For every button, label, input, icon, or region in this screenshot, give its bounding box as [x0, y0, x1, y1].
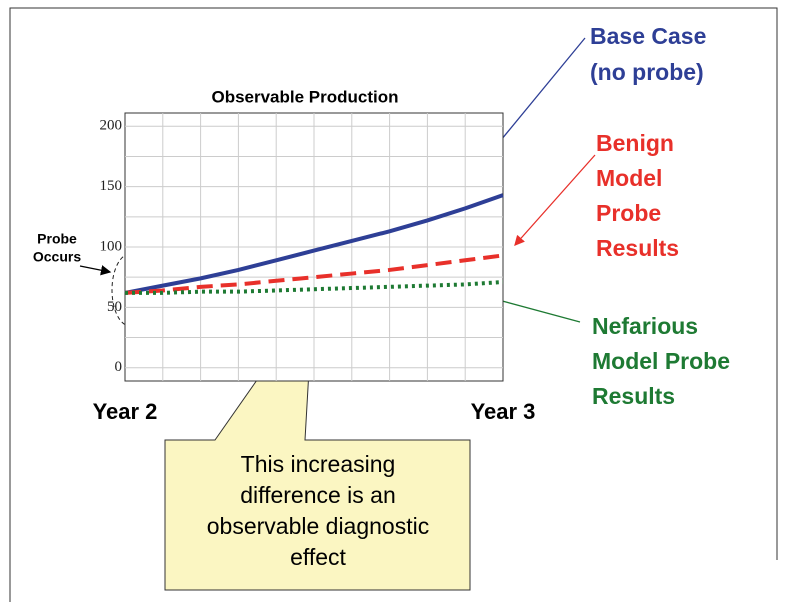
- series-line: [124, 253, 504, 295]
- arrow: [79, 265, 112, 276]
- y-tick-label: 200: [100, 118, 123, 134]
- series-label: Benign: [596, 130, 674, 156]
- x-tick-label: Year 2: [93, 399, 158, 424]
- series-line: [124, 193, 504, 295]
- series-label: Results: [596, 235, 679, 261]
- y-tick-label: 0: [115, 359, 123, 375]
- arrow: [514, 154, 596, 246]
- y-tick-label: 150: [100, 178, 123, 194]
- callout-text: This increasing: [241, 451, 396, 477]
- callout-text: difference is an: [240, 482, 396, 508]
- x-tick-label: Year 3: [471, 399, 536, 424]
- y-tick-label: 50: [107, 299, 122, 315]
- callout-text: effect: [290, 544, 346, 570]
- series-label: Model Probe: [592, 348, 730, 374]
- series-label: Nefarious: [592, 313, 698, 339]
- series-label: Model: [596, 165, 662, 191]
- series-label: Base Case: [590, 23, 706, 49]
- series-label: Probe: [596, 200, 661, 226]
- y-tick-label: 100: [100, 238, 123, 254]
- chart-title: Observable Production: [211, 87, 398, 106]
- frame: [9, 7, 778, 602]
- series-label: Results: [592, 383, 675, 409]
- callout-box: [164, 298, 471, 591]
- series-line: [125, 280, 504, 295]
- callout-text: observable diagnostic: [207, 513, 429, 539]
- series-label: (no probe): [590, 59, 704, 85]
- annotation: Probe: [37, 231, 77, 247]
- annotation: Occurs: [33, 249, 81, 265]
